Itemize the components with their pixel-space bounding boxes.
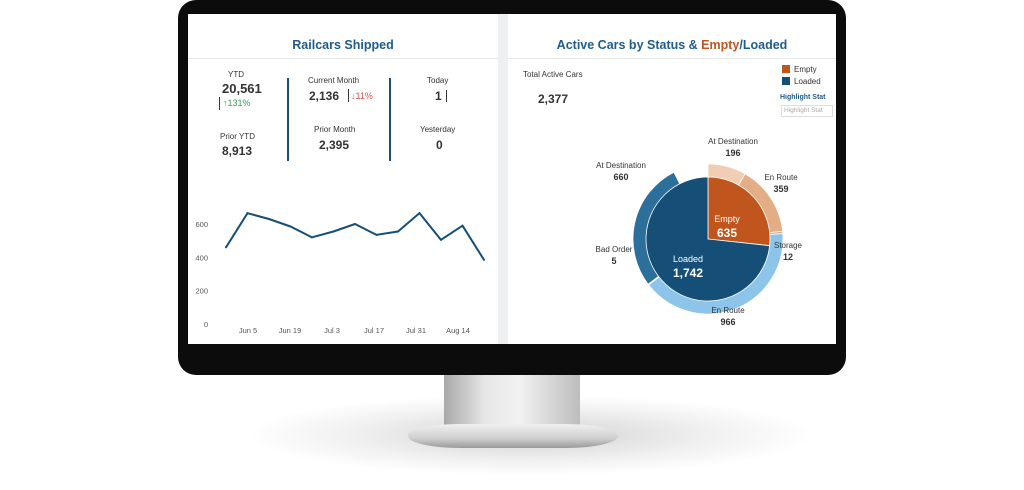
data-point[interactable] [332, 230, 335, 233]
ytd-value: 20,561 [222, 81, 262, 96]
data-point[interactable] [289, 225, 292, 228]
railcars-line-chart: 0 200 400 600 Jun 5 Jun 19 Jul 3 Jul 17 Jul 31 Au… [195, 212, 485, 335]
data-point[interactable] [268, 218, 270, 220]
active-cars-donut-chart: Empty 635 Loaded 1,742 At Destination 196 En R… [596, 137, 803, 327]
y-tick-label: 200 [195, 287, 208, 296]
x-tick-label: Jul 17 [364, 326, 384, 335]
current-month-change-bar [348, 89, 349, 102]
monitor-stand-base [408, 424, 618, 448]
legend-swatch-empty [782, 65, 790, 73]
prior-ytd-label: Prior YTD [220, 132, 255, 141]
ytd-label: YTD [228, 70, 244, 79]
data-point[interactable] [225, 246, 227, 249]
outer-slice-value: 660 [613, 172, 628, 182]
prior-month-value: 2,395 [319, 138, 350, 152]
x-tick-label: Jun 5 [239, 326, 257, 335]
monitor-frame: Railcars Shipped YTD 20,561 ↑131% Prior … [178, 0, 846, 375]
x-tick-label: Jul 3 [324, 326, 340, 335]
ytd-change: ↑131% [223, 98, 251, 108]
outer-slice-value: 359 [773, 184, 788, 194]
data-point[interactable] [354, 223, 356, 225]
y-tick-label: 0 [204, 320, 208, 329]
outer-slice-label: En Route [711, 306, 745, 315]
legend-swatch-loaded [782, 77, 790, 85]
yesterday-label: Yesterday [420, 125, 456, 134]
total-active-label: Total Active Cars [523, 70, 583, 79]
today-change-bar [446, 90, 447, 102]
data-point[interactable] [246, 212, 249, 215]
outer-slice-label: Bad Order [596, 245, 633, 254]
y-tick-label: 600 [195, 220, 208, 229]
inner-slice[interactable] [645, 176, 771, 302]
kpi-separator-1 [287, 78, 289, 161]
data-point[interactable] [397, 230, 399, 233]
prior-ytd-value: 8,913 [222, 144, 253, 158]
kpi-separator-2 [389, 78, 391, 161]
inner-slice-value: 1,742 [673, 266, 703, 280]
outer-slice-value: 196 [725, 148, 740, 158]
prior-month-label: Prior Month [314, 125, 356, 134]
title-divider [508, 58, 836, 59]
today-value: 1 [435, 89, 442, 103]
highlight-input[interactable]: Highlight Stat [781, 105, 833, 117]
inner-slice[interactable] [707, 176, 771, 247]
railcars-shipped-panel: Railcars Shipped YTD 20,561 ↑131% Prior … [188, 14, 498, 344]
active-cars-panel: Active Cars by Status & Empty/Loaded Tot… [508, 14, 836, 344]
legend-item-empty[interactable]: Empty [782, 65, 817, 74]
data-point[interactable] [461, 224, 464, 227]
inner-slice-value: 635 [717, 226, 737, 240]
outer-slice-label: At Destination [708, 137, 758, 146]
y-tick-label: 400 [195, 253, 208, 262]
arrow-down-icon: ↓ [351, 91, 356, 101]
outer-slice-value: 12 [783, 252, 793, 262]
today-label: Today [427, 76, 449, 85]
outer-slice-label: En Route [764, 173, 798, 182]
outer-slice-label: Storage [774, 241, 803, 250]
legend-item-loaded[interactable]: Loaded [782, 77, 821, 86]
current-month-value: 2,136 [309, 89, 340, 103]
active-cars-title: Active Cars by Status & Empty/Loaded [556, 38, 788, 52]
inner-slice-label: Empty [714, 214, 740, 224]
panel-divider [498, 14, 508, 344]
series-line [225, 212, 485, 261]
outer-slice-value: 5 [611, 256, 616, 266]
arrow-up-icon: ↑ [223, 98, 228, 108]
dashboard-screen: Railcars Shipped YTD 20,561 ↑131% Prior … [188, 14, 836, 344]
inner-slice-label: Loaded [673, 254, 703, 264]
title-divider [188, 58, 498, 59]
ytd-change-bar [219, 97, 220, 110]
current-month-label: Current Month [308, 76, 360, 85]
data-point[interactable] [440, 238, 442, 241]
railcars-title: Railcars Shipped [292, 38, 394, 52]
x-tick-label: Jun 19 [279, 326, 302, 335]
outer-slice-value: 966 [720, 317, 735, 327]
data-point[interactable] [418, 212, 421, 215]
monitor-stand-neck [444, 375, 580, 427]
outer-slice-label: At Destination [596, 161, 646, 170]
highlight-label: Highlight Stat [780, 94, 826, 101]
total-active-value: 2,377 [538, 92, 569, 106]
x-tick-label: Jul 31 [406, 326, 426, 335]
data-point[interactable] [375, 233, 378, 236]
data-point[interactable] [311, 236, 313, 239]
current-month-change: ↓11% [351, 91, 373, 101]
data-point[interactable] [483, 258, 485, 261]
yesterday-value: 0 [436, 138, 443, 152]
x-tick-label: Aug 14 [446, 326, 470, 335]
